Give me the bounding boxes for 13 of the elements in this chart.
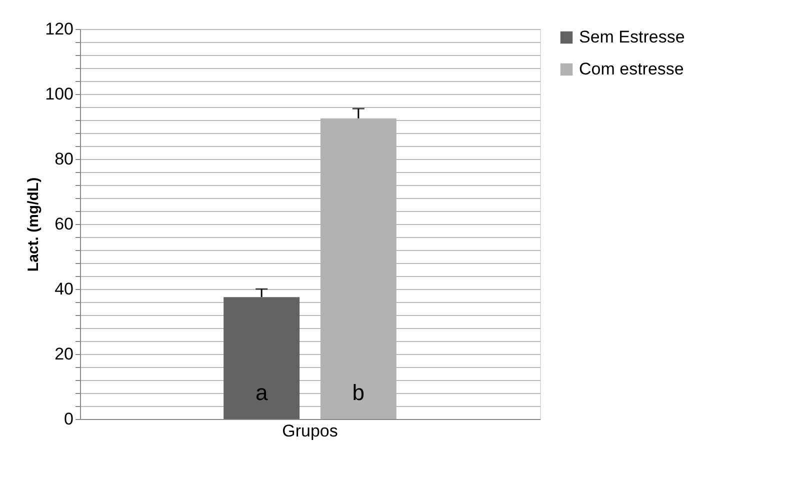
y-tick-label: 20 <box>54 344 74 364</box>
y-tick-label: 0 <box>64 410 74 428</box>
annotation: b <box>352 380 365 405</box>
y-tick-label: 100 <box>45 84 74 104</box>
y-tick-label: 120 <box>45 20 74 38</box>
x-tick-label: Grupos <box>282 422 338 440</box>
legend-label: Sem Estresse <box>579 28 685 46</box>
annotation: a <box>255 380 268 405</box>
y-axis-title: Lact. (mg/dL) <box>25 177 42 272</box>
y-tick-label: 80 <box>54 150 74 168</box>
y-tick-label: 40 <box>54 280 74 298</box>
y-tick-label: 60 <box>54 214 74 234</box>
legend-label: Com estresse <box>579 60 684 78</box>
